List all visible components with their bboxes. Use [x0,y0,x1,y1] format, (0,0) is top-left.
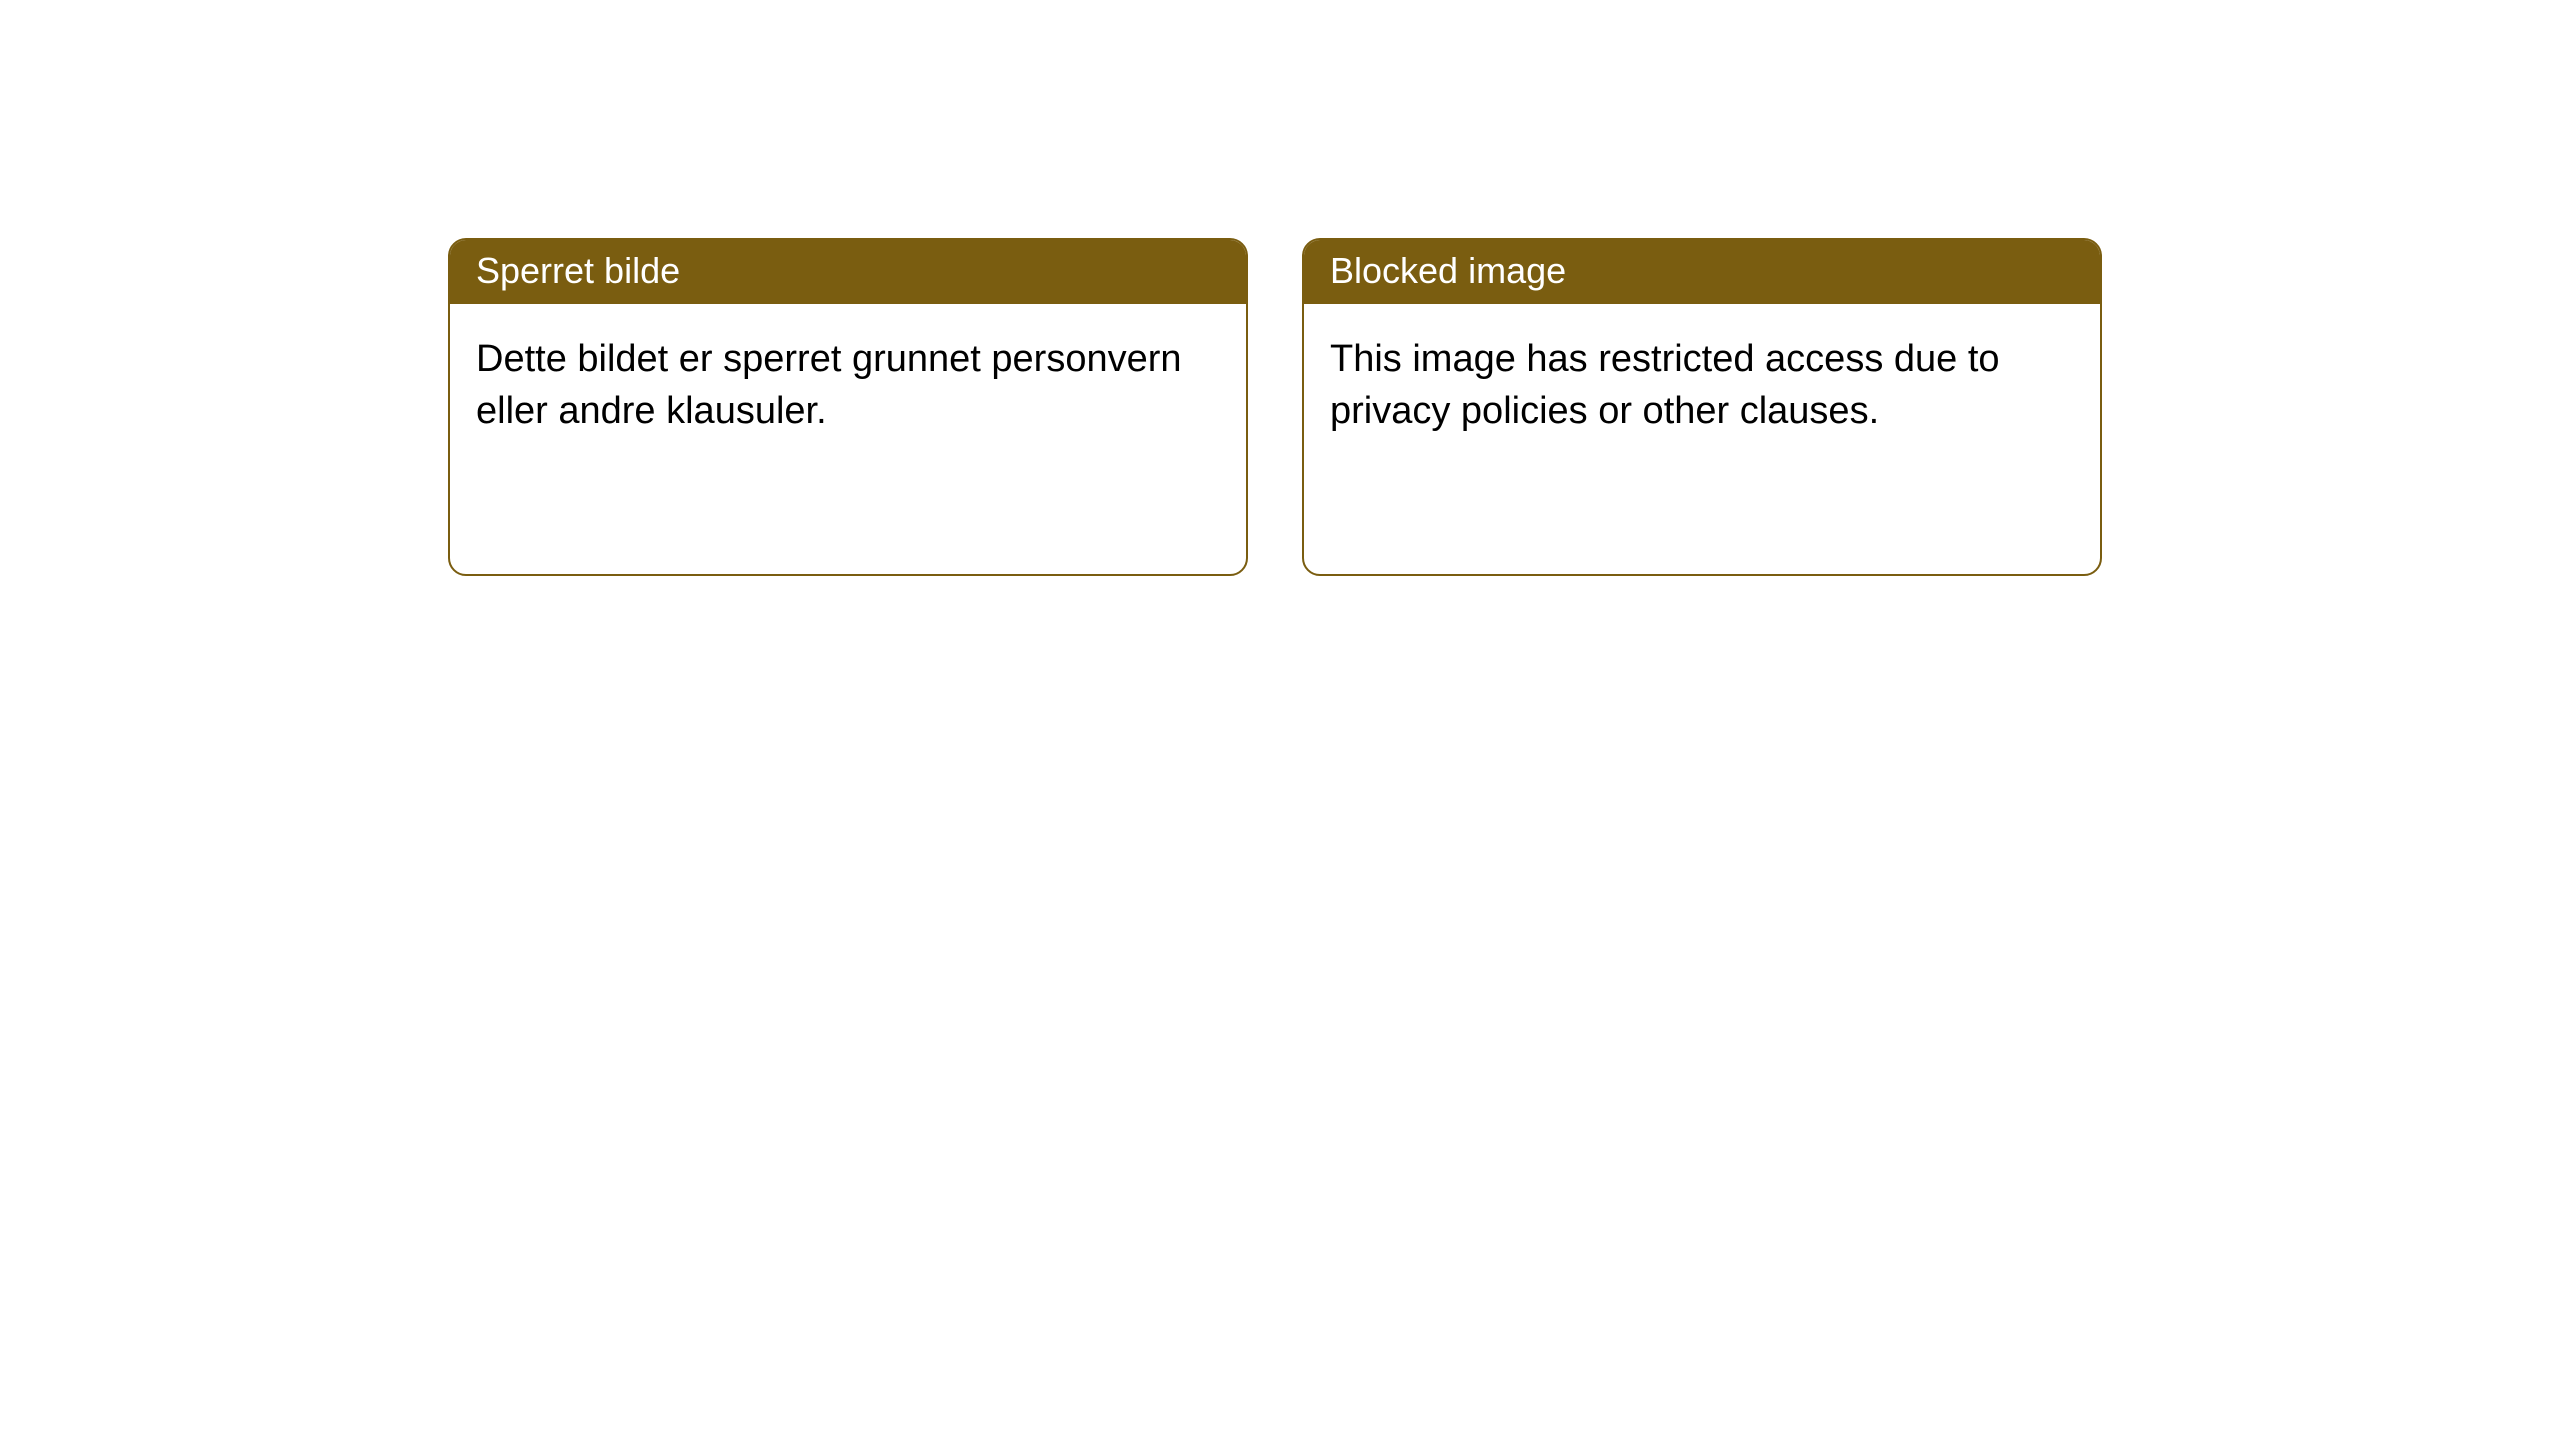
notice-card-norwegian: Sperret bilde Dette bildet er sperret gr… [448,238,1248,576]
notice-card-english: Blocked image This image has restricted … [1302,238,2102,576]
notice-body: This image has restricted access due to … [1304,304,2100,574]
notice-title: Sperret bilde [450,240,1246,304]
notice-container: Sperret bilde Dette bildet er sperret gr… [0,0,2560,576]
notice-title: Blocked image [1304,240,2100,304]
notice-body: Dette bildet er sperret grunnet personve… [450,304,1246,574]
